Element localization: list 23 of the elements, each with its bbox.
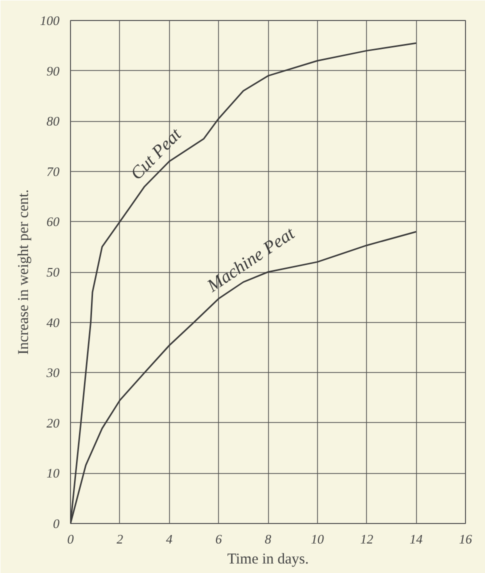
x-tick-label: 12 — [360, 532, 374, 546]
x-tick-label: 8 — [264, 532, 272, 546]
y-tick-label: 20 — [46, 415, 60, 430]
x-tick-label: 6 — [215, 532, 222, 546]
y-tick-label: 0 — [53, 516, 60, 531]
x-tick-label: 4 — [166, 532, 173, 546]
y-tick-label: 40 — [46, 314, 60, 330]
y-axis-title: Increase in weight per cent. — [16, 189, 32, 355]
y-tick-label: 70 — [46, 164, 60, 179]
x-tick-label: 2 — [116, 532, 124, 546]
x-tick-label: 10 — [310, 532, 324, 546]
y-tick-label: 50 — [46, 264, 60, 280]
y-tick-label: 30 — [46, 365, 60, 380]
y-tick-label: 90 — [46, 63, 60, 78]
x-axis-title: Time in days. — [227, 552, 309, 568]
x-tick-label: 14 — [410, 532, 424, 546]
text: Cut Peat — [126, 123, 186, 184]
x-tick-label: 0 — [67, 532, 74, 546]
y-tick-label: 10 — [46, 466, 60, 481]
y-tick-label: 100 — [40, 13, 60, 28]
y-tick-label: 80 — [46, 114, 60, 129]
y-tick-label: 60 — [46, 214, 60, 230]
x-tick-label: 16 — [459, 532, 472, 546]
